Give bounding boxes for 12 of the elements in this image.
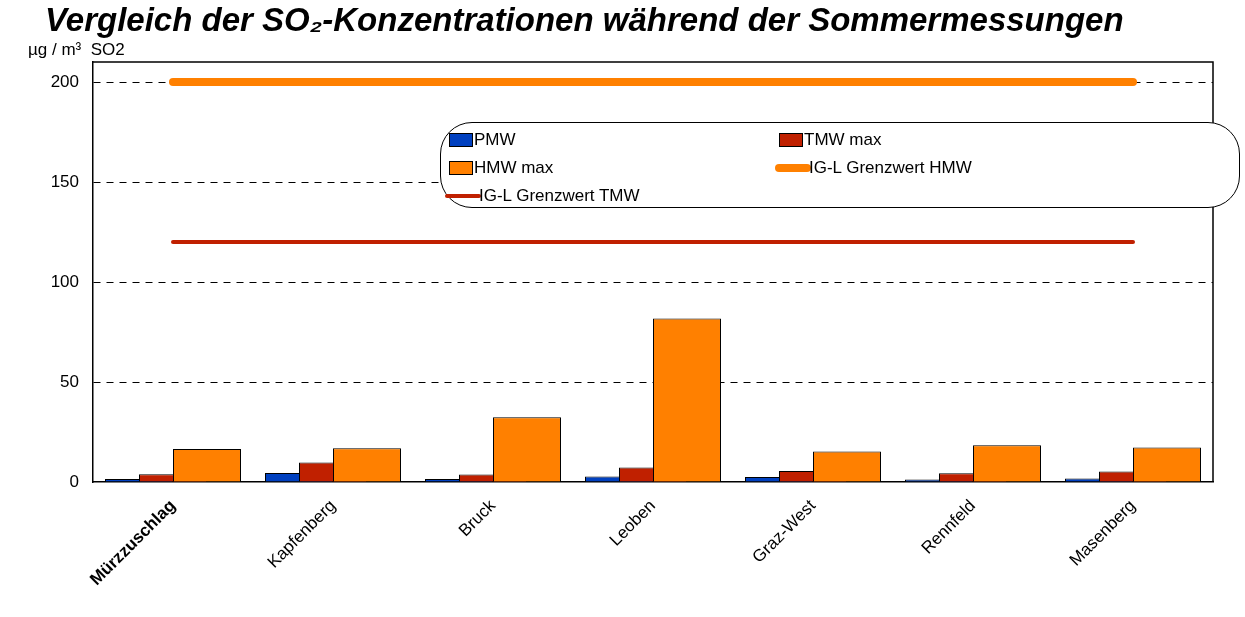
- y-axis-title: µg / m³ SO2: [28, 40, 125, 60]
- legend-label: PMW: [474, 130, 516, 150]
- legend-label: IG-L Grenzwert TMW: [479, 186, 640, 206]
- chart-title: Vergleich der SO₂-Konzentrationen während der Sommermessungen: [45, 1, 1124, 38]
- legend-label: HMW max: [474, 158, 554, 178]
- y-tick-label: 150: [50, 171, 79, 191]
- y-tick-label: 0: [69, 471, 79, 491]
- y-tick-label: 100: [50, 271, 79, 291]
- y-tick-label: 200: [50, 71, 79, 91]
- legend-label: IG-L Grenzwert HMW: [809, 158, 972, 178]
- y-tick-label: 50: [60, 371, 79, 391]
- legend-label: TMW max: [804, 130, 882, 150]
